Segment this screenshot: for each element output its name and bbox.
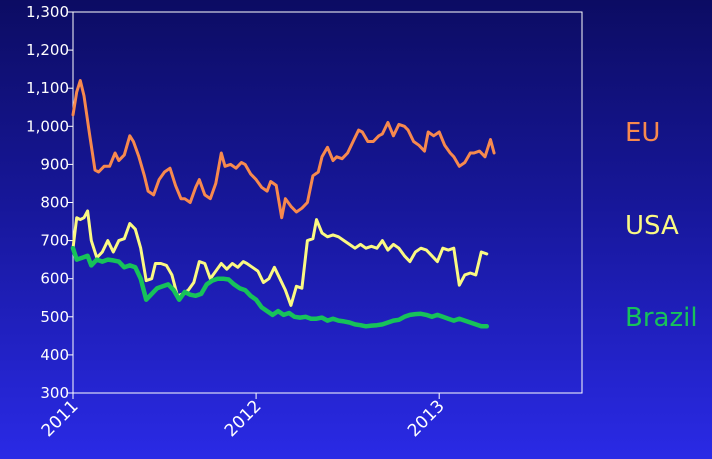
series-lines bbox=[70, 79, 496, 329]
y-tick-label: 1,300 bbox=[26, 3, 69, 21]
x-tick-label: 2011 bbox=[38, 396, 83, 441]
legend-label-brazil: Brazil bbox=[625, 303, 698, 333]
y-tick-label: 1,200 bbox=[26, 41, 69, 59]
legend-label-eu: EU bbox=[625, 118, 660, 148]
x-axis: 2011 2012 2013 bbox=[38, 393, 449, 441]
y-tick-label: 600 bbox=[40, 270, 69, 288]
y-tick-label: 400 bbox=[40, 346, 69, 364]
legend: EU USA Brazil bbox=[625, 118, 698, 333]
plot-frame bbox=[72, 11, 583, 394]
series-line-brazil bbox=[70, 245, 490, 329]
y-tick-label: 700 bbox=[40, 232, 69, 250]
series-line-usa bbox=[71, 209, 489, 307]
y-tick-label: 900 bbox=[40, 155, 69, 173]
y-tick-label: 300 bbox=[40, 384, 69, 402]
y-axis: 300 400 500 600 700 800 900 1,000 1,100 1,200 1,30… bbox=[26, 3, 73, 402]
x-tick-label: 2013 bbox=[404, 396, 449, 441]
y-tick-label: 1,100 bbox=[26, 79, 69, 97]
y-tick-label: 1,000 bbox=[26, 117, 69, 135]
y-tick-label: 800 bbox=[40, 194, 69, 212]
series-line-eu bbox=[71, 79, 496, 220]
x-tick-label: 2012 bbox=[221, 396, 266, 441]
legend-label-usa: USA bbox=[625, 211, 679, 241]
y-tick-label: 500 bbox=[40, 308, 69, 326]
plot-border bbox=[72, 11, 583, 394]
